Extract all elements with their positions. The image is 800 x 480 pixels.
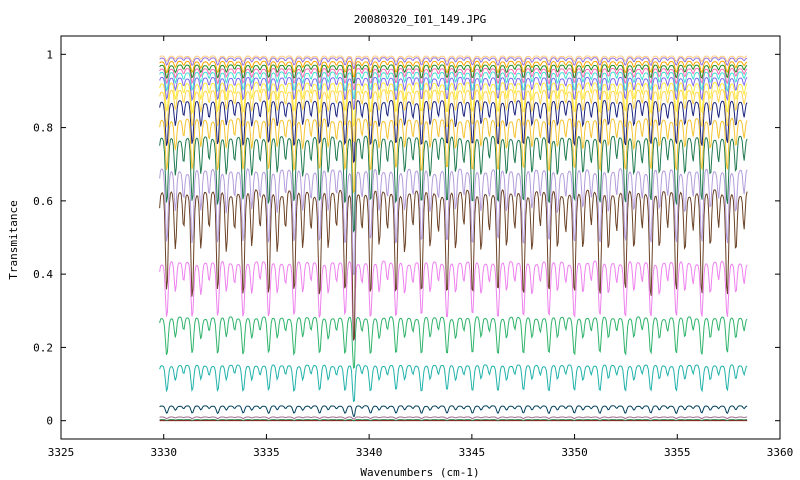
series-line [159, 405, 748, 417]
series-line [159, 81, 748, 127]
y-tick-label: 0.4 [33, 268, 53, 281]
series-line [159, 168, 748, 276]
x-tick-label: 3340 [356, 446, 383, 459]
series-line [159, 364, 748, 403]
series-line [159, 89, 748, 143]
x-tick-label: 3355 [664, 446, 691, 459]
chart-title: 20080320_I01_149.JPG [354, 13, 486, 26]
x-axis-ticks: 3325 3330 3335 3340 3345 3350 3355 3360 [48, 36, 794, 459]
series-line [159, 189, 748, 341]
y-axis-ticks: 0 0.2 0.4 0.6 0.8 1 [33, 48, 780, 428]
series-line [159, 60, 748, 78]
y-tick-label: 0.8 [33, 122, 53, 135]
plot-area [159, 55, 748, 422]
x-tick-label: 3330 [150, 446, 177, 459]
x-tick-label: 3350 [561, 446, 588, 459]
series-line [159, 57, 748, 69]
y-tick-label: 0.6 [33, 195, 53, 208]
series-line [159, 55, 748, 65]
series-line [159, 76, 748, 111]
series-line [159, 316, 748, 370]
series-line [159, 135, 748, 233]
series-line [159, 71, 748, 100]
x-tick-label: 3360 [767, 446, 794, 459]
series-line [159, 99, 748, 164]
plot-frame [60, 35, 781, 440]
series-line [159, 260, 748, 342]
series-line [159, 67, 748, 91]
y-axis-label: Transmitance [7, 200, 20, 279]
y-tick-label: 0 [46, 415, 53, 428]
x-axis-label: Wavenumbers (cm-1) [360, 466, 479, 479]
series-line [159, 64, 748, 84]
series-line [159, 419, 748, 422]
x-tick-label: 3325 [48, 446, 75, 459]
y-tick-label: 0.2 [33, 341, 53, 354]
series-line [159, 416, 748, 420]
series-line [159, 117, 748, 194]
x-tick-label: 3335 [253, 446, 280, 459]
x-tick-label: 3345 [459, 446, 486, 459]
y-tick-label: 1 [46, 48, 53, 61]
